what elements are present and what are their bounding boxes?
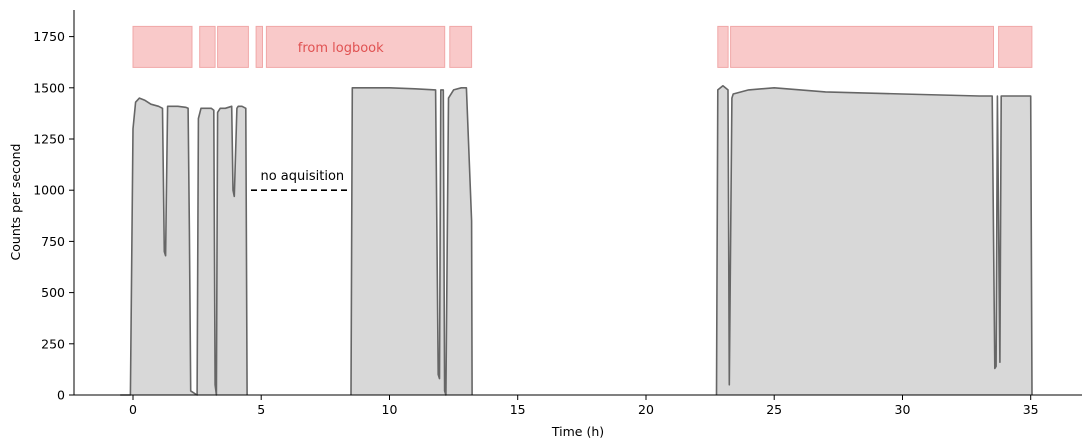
x-tick-label: 10 <box>382 402 398 417</box>
logbook-segment <box>265 25 446 68</box>
logbook-segment <box>717 25 729 68</box>
series-line <box>120 97 248 396</box>
y-tick-label: 750 <box>41 234 65 249</box>
series-line <box>715 85 1033 396</box>
logbook-label: from logbook <box>298 41 384 56</box>
y-tick-label: 500 <box>41 285 65 300</box>
y-tick-label: 1500 <box>33 80 65 95</box>
logbook-segment <box>730 25 994 68</box>
x-tick-label: 25 <box>766 402 782 417</box>
series-layer <box>120 85 1033 396</box>
x-tick-label: 15 <box>510 402 526 417</box>
series-line <box>350 87 473 396</box>
logbook-segment <box>199 25 216 68</box>
logbook-segment <box>449 25 473 68</box>
y-tick-label: 1250 <box>33 132 65 147</box>
y-tick-label: 1750 <box>33 29 65 44</box>
no-acquisition-label: no aquisition <box>260 169 344 184</box>
x-tick-label: 0 <box>129 402 137 417</box>
series-area <box>716 85 1033 396</box>
x-axis-label: Time (h) <box>551 424 604 439</box>
x-tick-label: 35 <box>1023 402 1039 417</box>
y-tick-label: 1000 <box>33 183 65 198</box>
annotation-layer: from logbook no aquisition <box>251 41 384 191</box>
axes-layer: 0 5 10 15 20 25 30 35 0 250 500 750 1000 1250 1500 1750 <box>33 10 1082 417</box>
y-axis-label: Counts per second <box>8 144 23 261</box>
y-tick-label: 0 <box>57 388 65 403</box>
logbook-segment <box>998 25 1033 68</box>
x-tick-label: 20 <box>638 402 654 417</box>
y-tick-label: 250 <box>41 336 65 351</box>
logbook-segment <box>217 25 249 68</box>
series-area <box>120 97 248 396</box>
x-tick-label: 5 <box>257 402 265 417</box>
x-tick-label: 30 <box>895 402 911 417</box>
logbook-layer <box>132 25 1033 68</box>
logbook-segment <box>132 25 193 68</box>
logbook-segment <box>255 25 264 68</box>
series-area <box>350 87 473 396</box>
